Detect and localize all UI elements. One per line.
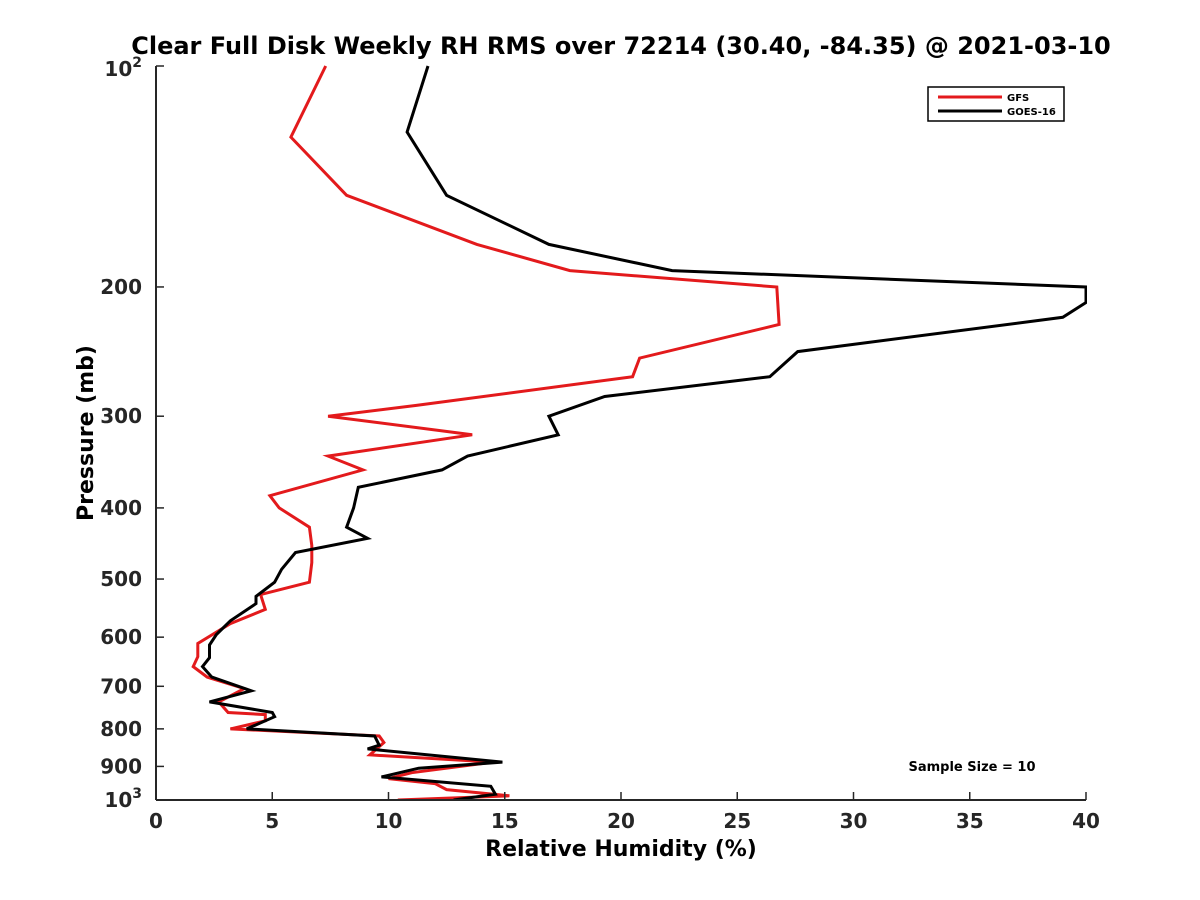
x-tick-label: 30	[840, 809, 868, 833]
y-axis-label: Pressure (mb)	[74, 345, 99, 521]
y-tick-label: 300	[100, 404, 142, 428]
legend-box	[927, 86, 1065, 122]
chart-title: Clear Full Disk Weekly RH RMS over 72214…	[131, 32, 1111, 60]
series-line-gfs	[191, 65, 781, 800]
y-tick-label: 400	[100, 496, 142, 520]
x-axis-label: Relative Humidity (%)	[485, 837, 757, 862]
x-tick-label: 40	[1072, 809, 1100, 833]
x-tick-label: 10	[375, 809, 403, 833]
y-tick-label: 500	[100, 567, 142, 591]
y-tick-label: 800	[100, 717, 142, 741]
y-tick-label: 102	[104, 55, 142, 81]
legend-label-goes-16: GOES-16	[1007, 107, 1056, 118]
x-tick-label: 5	[265, 809, 279, 833]
sample-size-annotation: Sample Size = 10	[908, 760, 1035, 775]
y-tick-label: 200	[100, 275, 142, 299]
y-tick-label: 700	[100, 674, 142, 698]
y-tick-label: 600	[100, 625, 142, 649]
series-line-goes-16	[200, 65, 1087, 800]
x-tick-label: 20	[607, 809, 635, 833]
x-tick-label: 35	[956, 809, 984, 833]
x-tick-label: 15	[491, 809, 519, 833]
x-tick-label: 25	[723, 809, 751, 833]
legend-label-gfs: GFS	[1007, 93, 1029, 104]
x-tick-label: 0	[149, 809, 163, 833]
y-tick-label: 103	[104, 786, 142, 812]
legend: GFS GOES-16	[927, 86, 1065, 122]
y-tick-label: 900	[100, 754, 142, 778]
